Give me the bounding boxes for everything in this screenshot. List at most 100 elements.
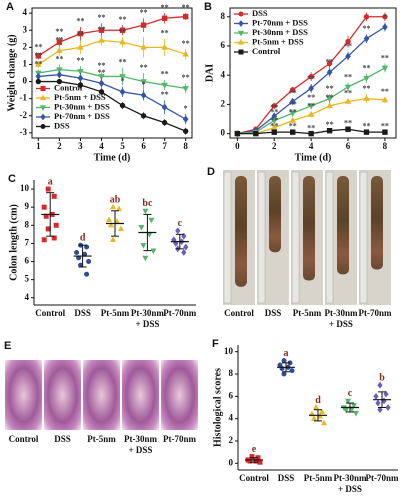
legend-label: Pt-70nm + DSS — [252, 17, 308, 27]
x-tick-label: Pt-70nm — [366, 473, 399, 483]
significance: ** — [270, 121, 278, 130]
legend-label: DSS — [252, 8, 268, 18]
marker — [56, 67, 63, 74]
marker — [119, 74, 126, 81]
marker — [271, 103, 277, 109]
legend-label: Pt-30nm + DSS — [54, 101, 110, 111]
marker — [350, 403, 358, 409]
panel-letter: E — [4, 340, 11, 352]
marker — [119, 88, 126, 96]
marker — [107, 221, 115, 228]
y-axis-label: Weight change (g) — [6, 34, 17, 111]
marker — [382, 23, 388, 31]
image-label: Pt-30nm — [325, 308, 358, 318]
marker — [320, 419, 328, 426]
marker — [140, 243, 147, 249]
x-tick-label: 3 — [78, 141, 83, 151]
y-tick-label: 10 — [20, 183, 30, 193]
significance: ** — [55, 35, 63, 44]
y-tick-label: 2 — [23, 41, 28, 51]
significance: ** — [161, 29, 169, 38]
y-tick-label: -2 — [20, 110, 28, 120]
significance: ** — [119, 27, 127, 36]
marker — [290, 129, 296, 135]
x-tick-label: 8 — [383, 141, 388, 151]
legend-label: DSS — [54, 120, 70, 130]
marker — [109, 203, 117, 210]
marker — [363, 14, 370, 20]
marker — [140, 22, 147, 28]
significance: ** — [381, 87, 389, 96]
marker — [253, 130, 259, 137]
marker — [115, 205, 123, 212]
marker — [312, 404, 320, 410]
y-axis-label: DAI — [204, 64, 215, 82]
colon — [235, 176, 247, 287]
marker — [308, 130, 314, 137]
significance: ** — [326, 120, 334, 129]
marker — [382, 14, 388, 20]
marker — [363, 94, 370, 101]
significance: ** — [34, 51, 42, 60]
x-tick-label: Pt-70nm — [163, 308, 196, 318]
marker — [342, 407, 350, 414]
significance: ** — [140, 63, 148, 72]
x-tick-label: DSS — [278, 473, 295, 483]
y-tick-label: -1 — [20, 93, 28, 103]
marker — [373, 392, 379, 400]
legend-label: Control — [54, 82, 83, 92]
marker — [238, 49, 244, 55]
y-tick-label: 10 — [224, 346, 234, 356]
panel-letter: C — [8, 173, 16, 185]
marker — [119, 38, 126, 45]
series-line — [38, 74, 187, 120]
marker — [148, 217, 155, 224]
marker — [39, 94, 47, 101]
marker — [181, 249, 187, 256]
marker — [138, 225, 145, 231]
significance: ** — [55, 54, 63, 63]
significance: ** — [76, 17, 84, 26]
marker — [119, 27, 126, 33]
y-tick-label: 6 — [221, 40, 226, 50]
image-label: Pt-5nm — [87, 434, 116, 444]
marker — [182, 50, 189, 57]
marker — [40, 124, 46, 129]
group-letter: bc — [142, 198, 153, 209]
marker — [77, 74, 84, 82]
ruler — [359, 171, 368, 304]
marker — [307, 103, 315, 110]
marker — [308, 73, 314, 80]
marker — [161, 82, 168, 89]
marker — [247, 458, 253, 464]
marker — [171, 236, 177, 244]
significance: ** — [119, 58, 127, 67]
marker — [352, 410, 360, 417]
y-tick-label: 4 — [229, 413, 234, 423]
marker — [53, 222, 59, 228]
image-label: Control — [9, 434, 39, 444]
marker — [150, 248, 157, 255]
significance: ** — [289, 121, 297, 130]
y-tick-label: 1 — [23, 59, 28, 69]
marker — [281, 358, 287, 364]
x-tick-label: Control — [35, 308, 65, 318]
significance: ** — [289, 100, 297, 109]
group-letter: c — [348, 388, 353, 399]
significance: * — [142, 80, 146, 89]
marker — [140, 79, 147, 86]
marker — [77, 30, 84, 37]
marker — [41, 237, 47, 243]
significance: ** — [140, 8, 148, 17]
marker — [35, 60, 42, 67]
marker — [377, 381, 383, 389]
marker — [161, 43, 168, 50]
marker — [344, 84, 352, 91]
group-letter: b — [379, 372, 385, 383]
histology — [83, 360, 120, 430]
colon — [303, 176, 315, 281]
significance: ** — [289, 88, 297, 97]
significance: ** — [344, 42, 352, 51]
x-tick-label: Pt-30nm — [334, 473, 367, 483]
